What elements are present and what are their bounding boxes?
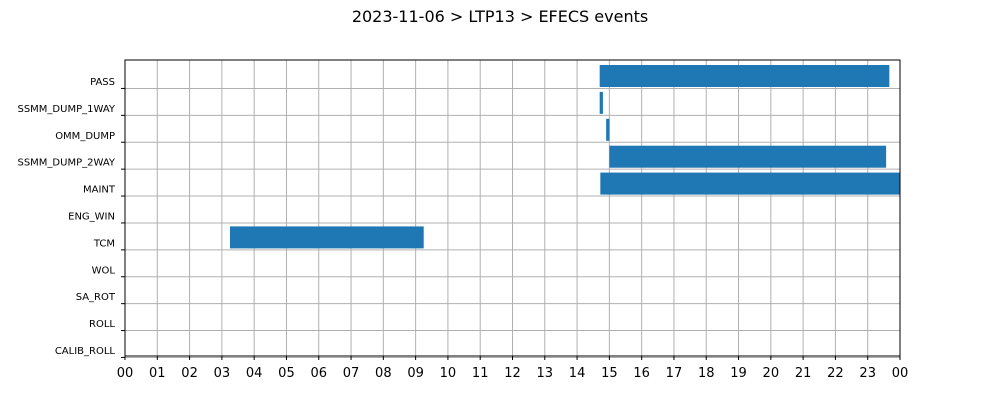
y-tick-label: SSMM_DUMP_2WAY <box>17 158 115 169</box>
event-bars <box>229 65 900 249</box>
y-tick-label: OMM_DUMP <box>55 131 115 142</box>
x-tick-label: 05 <box>278 366 295 381</box>
event-bar-tcm <box>229 226 424 249</box>
x-tick-label: 22 <box>827 366 844 381</box>
x-tick-label: 12 <box>504 366 521 381</box>
event-bar-omm_dump <box>606 118 610 141</box>
x-tick-label: 00 <box>892 366 909 381</box>
event-bar-maint <box>600 172 900 195</box>
x-tick-label: 03 <box>214 366 231 381</box>
y-tick-label: PASS <box>90 77 115 88</box>
x-tick-label: 11 <box>472 366 489 381</box>
x-tick-label: 21 <box>795 366 812 381</box>
y-tick-label: ENG_WIN <box>68 212 115 223</box>
x-tick-label: 13 <box>537 366 554 381</box>
x-tick-label: 18 <box>698 366 715 381</box>
y-tick-label: SA_ROT <box>76 292 116 303</box>
y-tick-label: TCM <box>93 238 115 249</box>
x-tick-label: 20 <box>763 366 780 381</box>
x-axis: 00 01 02 03 04 05 06 07 08 09 10 11 12 13 14 15 16 17 18 19… <box>117 356 909 381</box>
event-bar-ssmm_dump_2way <box>609 145 887 168</box>
grid <box>124 60 901 358</box>
x-tick-label: 08 <box>375 366 392 381</box>
x-tick-label: 14 <box>569 366 586 381</box>
x-tick-label: 01 <box>149 366 166 381</box>
x-tick-label: 16 <box>633 366 650 381</box>
y-tick-label: ROLL <box>89 319 115 330</box>
x-tick-label: 10 <box>440 366 457 381</box>
x-tick-label: 15 <box>601 366 618 381</box>
chart-title: 2023-11-06 > LTP13 > EFECS events <box>352 7 648 26</box>
x-tick-label: 00 <box>117 366 134 381</box>
x-tick-label: 17 <box>666 366 683 381</box>
event-bar-pass <box>599 65 890 87</box>
x-tick-label: 07 <box>343 366 360 381</box>
x-tick-label: 23 <box>859 366 876 381</box>
y-tick-label: MAINT <box>83 185 116 196</box>
y-tick-label: WOL <box>92 265 116 276</box>
y-tick-label: SSMM_DUMP_1WAY <box>17 104 115 115</box>
x-tick-label: 02 <box>181 366 198 381</box>
x-tick-label: 19 <box>730 366 747 381</box>
y-tick-label: CALIB_ROLL <box>55 346 116 357</box>
x-tick-label: 09 <box>407 366 424 381</box>
x-tick-label: 04 <box>246 366 263 381</box>
y-axis: PASS SSMM_DUMP_1WAY OMM_DUMP SSMM_DUMP_2WAY… <box>17 77 125 358</box>
event-bar-ssmm_dump_1way <box>599 91 603 114</box>
x-tick-label: 06 <box>310 366 327 381</box>
